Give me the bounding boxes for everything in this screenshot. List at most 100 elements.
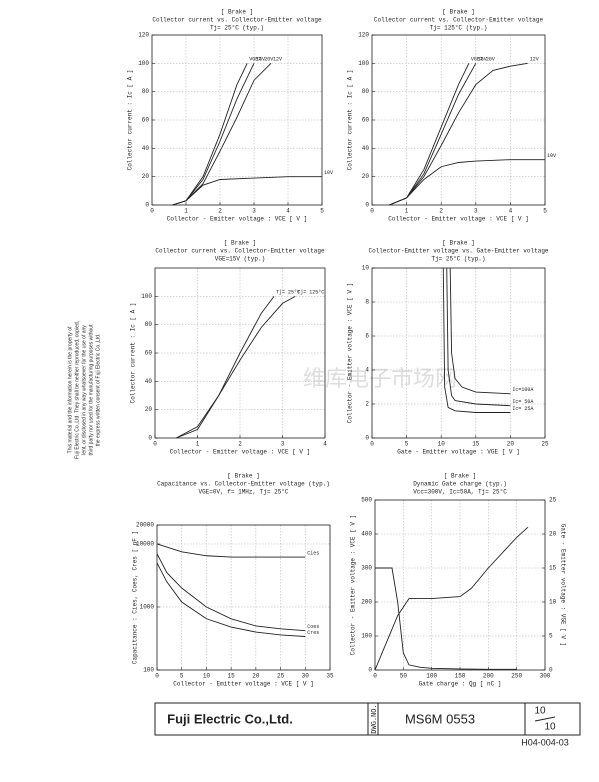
series-label: 15V: [256, 57, 265, 63]
y-tick-label: 120: [138, 32, 149, 39]
side-note-line: third party nor used for the manufacturi…: [88, 324, 94, 456]
side-note: This material and the information herein…: [67, 321, 101, 459]
plot-frame: [156, 524, 331, 671]
series-label: Ic= 25A: [512, 406, 533, 412]
x-tick-label: 250: [511, 673, 522, 680]
plot-frame: [151, 34, 323, 206]
x-tick-label: 10: [438, 441, 446, 448]
chart-title: [ Brake ]: [442, 9, 474, 16]
x-tick-label: 200: [483, 673, 494, 680]
x-tick-label: 2: [238, 441, 242, 448]
y-tick-label: 2: [365, 401, 369, 408]
y-axis-label: Collector - Emitter voltage : VCE [ V ]: [350, 515, 357, 655]
chart-title: [ Brake ]: [227, 473, 259, 480]
chart-title: [ Brake ]: [224, 240, 256, 247]
series-line: [389, 159, 545, 206]
x-tick-label: 0: [373, 673, 377, 680]
x-tick-label: 3: [252, 208, 256, 215]
y-tick-label: 60: [145, 350, 153, 357]
series-label: 12V: [530, 57, 539, 63]
series-line: [375, 567, 517, 670]
plot-frame: [371, 34, 546, 206]
x-tick-label: 0: [153, 441, 157, 448]
x-tick-label: 5: [320, 208, 324, 215]
chart-conditions: VGE=0V, f= 1MHz, Tj= 25°C: [198, 489, 288, 496]
chart-subtitle: Collector current vs. Collector-Emitter …: [374, 17, 544, 24]
x-axis-label: Collector - Emitter voltage : VCE [ V ]: [173, 681, 313, 688]
y-tick-label: 60: [362, 117, 370, 124]
x-tick-label: 20: [252, 673, 260, 680]
x-axis-label: Collector - Emitter voltage : VCE [ V ]: [167, 216, 307, 223]
x-tick-label: 15: [228, 673, 236, 680]
series-line: [172, 63, 255, 206]
y-tick-label: 80: [142, 88, 150, 95]
x-tick-label: 4: [509, 208, 513, 215]
x-tick-label: 2: [439, 208, 443, 215]
series-label: 12V: [273, 57, 282, 63]
dwg-no: MS6M 0553: [405, 711, 475, 726]
series-line: [389, 63, 470, 206]
side-note-line: lent, or disclosed in any way whatsoever…: [81, 325, 87, 455]
y-tick-label: 100: [138, 60, 149, 67]
y2-tick-label: 15: [549, 565, 557, 572]
x-tick-label: 1: [184, 208, 188, 215]
series-line: [389, 63, 477, 206]
chart-conditions: Vcc=300V, Ic=50A, Tj= 25°C: [413, 489, 507, 496]
y-tick-label: 6: [365, 333, 369, 340]
side-note-line: This material and the information herein…: [67, 326, 73, 453]
company: Fuji Electric Co.,Ltd.: [167, 711, 293, 726]
series-label: 15V: [478, 57, 487, 63]
y-tick-label: 100: [143, 667, 154, 674]
y-axis-label: Collector current : Ic [ A ]: [130, 303, 137, 404]
x-tick-label: 1: [196, 441, 200, 448]
series-line: [176, 295, 296, 439]
chart-subtitle: Collector current vs. Collector-Emitter …: [155, 248, 325, 255]
y-tick-label: 80: [145, 321, 153, 328]
x-tick-label: 4: [286, 208, 290, 215]
y-tick-label: 20: [362, 173, 370, 180]
plot-frame: [374, 499, 546, 671]
y-tick-label: 400: [361, 531, 372, 538]
chart-conditions: Tj= 125°C (typ.): [430, 25, 488, 32]
y-tick-label: 200: [361, 599, 372, 606]
x-tick-label: 3: [474, 208, 478, 215]
series-label: Ic= 50A: [512, 399, 533, 405]
chart-title: [ Brake ]: [442, 240, 474, 247]
y-tick-label: 1000: [140, 604, 155, 611]
x-tick-label: 25: [277, 673, 285, 680]
series-label: Tj= 25°C: [276, 290, 300, 296]
y-tick-label: 10: [362, 265, 370, 272]
x-axis-label: Collector - Emitter voltage : VCE [ V ]: [170, 449, 310, 456]
y-tick-label: 20000: [136, 522, 154, 529]
series-label: Ic=100A: [512, 387, 533, 393]
x-tick-label: 0: [370, 441, 374, 448]
x-tick-label: 35: [326, 673, 334, 680]
x-axis-label: Gate - Emitter voltage : VGE [ V ]: [397, 449, 519, 456]
y-tick-label: 40: [362, 145, 370, 152]
series-line: [156, 553, 306, 632]
chart-subtitle: Dynamic Gate charge (typ.): [413, 481, 507, 488]
y-tick-label: 0: [368, 667, 372, 674]
plot-frame: [154, 267, 326, 439]
series-line: [172, 63, 248, 206]
y-tick-label: 100: [141, 293, 152, 300]
series-label: VGE= 20V: [471, 57, 495, 63]
y-tick-label: 120: [358, 32, 369, 39]
series-label: 10V: [547, 153, 556, 159]
x-tick-label: 1: [405, 208, 409, 215]
series-line: [374, 526, 529, 671]
x-tick-label: 100: [426, 673, 437, 680]
y-tick-label: 40: [142, 145, 150, 152]
series-line: [176, 296, 275, 439]
y-axis-label: Capacitance : Cies, Coes, Cres [ pF ]: [132, 531, 139, 664]
series-line: [442, 267, 511, 413]
y-tick-label: 0: [145, 202, 149, 209]
y2-axis-label: Gate - Emitter voltage : VGE [ V ]: [559, 524, 566, 646]
y2-tick-label: 0: [549, 667, 553, 674]
y-tick-label: 0: [365, 435, 369, 442]
chart-subtitle: Capacitance vs. Collector-Emitter voltag…: [157, 481, 330, 488]
series-line: [449, 267, 511, 395]
y-tick-label: 40: [145, 378, 153, 385]
x-tick-label: 5: [405, 441, 409, 448]
